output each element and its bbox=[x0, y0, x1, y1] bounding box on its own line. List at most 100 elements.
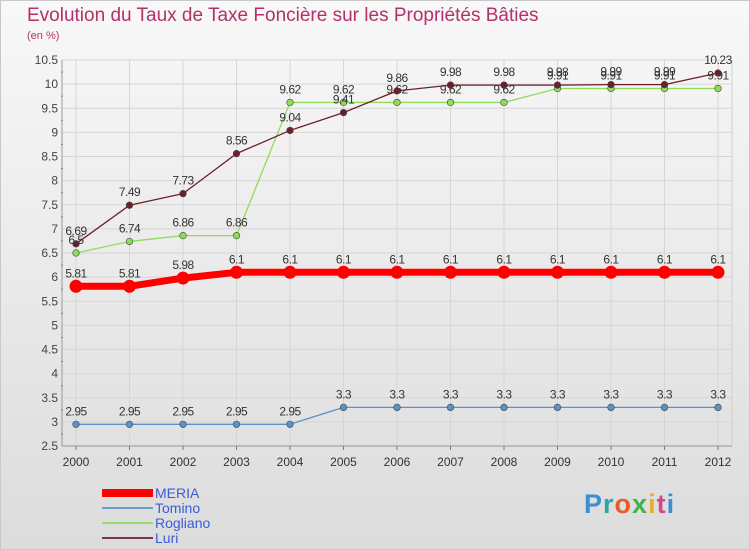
logo-letter: x bbox=[632, 489, 649, 519]
legend-label-meria: MERIA bbox=[155, 485, 200, 501]
data-label: 3.3 bbox=[550, 387, 566, 401]
data-point bbox=[286, 420, 294, 428]
data-point bbox=[339, 403, 348, 412]
data-label: 9.62 bbox=[333, 82, 355, 96]
y-tick-label: 7.5 bbox=[41, 198, 58, 212]
data-label: 2.95 bbox=[119, 404, 141, 418]
data-point bbox=[125, 237, 134, 246]
logo-letter: o bbox=[614, 489, 633, 519]
data-label: 6.86 bbox=[172, 216, 194, 230]
data-label: 9.91 bbox=[654, 68, 676, 82]
data-point bbox=[446, 98, 455, 107]
data-label: 9.62 bbox=[493, 82, 515, 96]
series-group: 2.95 2.95 2.95 2.95 2.95 3.3 3.3 3.3 3.3 3.3 3.3 3.… bbox=[65, 53, 733, 428]
data-point bbox=[123, 279, 136, 293]
data-point bbox=[393, 403, 401, 412]
logo-letter: r bbox=[603, 489, 615, 519]
x-axis: 2000 2001 2002 2003 2004 2005 2006 2007 2008 2009… bbox=[62, 445, 732, 469]
data-label: 3.3 bbox=[336, 387, 352, 401]
x-tick-label: 2001 bbox=[116, 455, 143, 469]
data-label: 3.3 bbox=[710, 387, 726, 401]
data-point bbox=[660, 81, 669, 89]
series-luri: 6.69 7.49 7.73 8.56 9.04 9.41 9.86 9.98 9.98 9.98… bbox=[65, 53, 733, 248]
data-point bbox=[497, 265, 511, 279]
x-tick-label: 2006 bbox=[384, 455, 411, 469]
data-point bbox=[230, 265, 243, 279]
y-tick-label: 9.5 bbox=[41, 101, 58, 115]
y-tick-label: 10 bbox=[45, 77, 59, 91]
y-tick-label: 5 bbox=[51, 318, 58, 332]
data-label: 2.95 bbox=[226, 404, 248, 418]
data-label: 9.98 bbox=[440, 65, 462, 79]
data-label: 6.1 bbox=[282, 252, 298, 266]
data-label: 6.1 bbox=[229, 252, 245, 266]
data-point bbox=[232, 232, 241, 240]
data-point bbox=[286, 98, 294, 107]
legend-label-rogliano: Rogliano bbox=[155, 515, 210, 531]
data-point bbox=[176, 271, 190, 285]
data-point bbox=[711, 265, 725, 279]
data-label: 3.3 bbox=[389, 387, 405, 401]
legend-label-luri: Luri bbox=[155, 530, 178, 546]
data-label: 3.3 bbox=[496, 387, 512, 401]
x-tick-label: 2007 bbox=[437, 455, 464, 469]
data-point bbox=[339, 98, 348, 107]
data-label: 5.81 bbox=[65, 266, 87, 280]
series-tomino: 2.95 2.95 2.95 2.95 2.95 3.3 3.3 3.3 3.3 3.3 3.3 3.… bbox=[65, 387, 727, 428]
data-point bbox=[446, 81, 455, 89]
data-label: 7.49 bbox=[119, 185, 141, 199]
unit-label: (en %) bbox=[27, 30, 60, 42]
data-point bbox=[179, 232, 187, 240]
data-label: 10.23 bbox=[704, 53, 732, 67]
y-tick-label: 9 bbox=[51, 125, 58, 139]
data-point bbox=[500, 81, 508, 89]
data-point bbox=[125, 420, 134, 428]
data-label: 6.74 bbox=[119, 221, 141, 235]
x-tick-label: 2003 bbox=[223, 455, 250, 469]
data-label: 7.73 bbox=[172, 174, 194, 188]
data-point bbox=[553, 403, 562, 412]
data-label: 9.98 bbox=[493, 65, 515, 79]
data-label: 6.1 bbox=[389, 252, 405, 266]
data-point bbox=[604, 265, 618, 279]
data-label: 9.41 bbox=[333, 93, 355, 107]
data-label: 9.99 bbox=[654, 65, 676, 79]
data-point bbox=[660, 403, 669, 412]
y-tick-label: 3 bbox=[51, 415, 58, 429]
x-tick-label: 2008 bbox=[491, 455, 518, 469]
data-label: 9.86 bbox=[386, 71, 408, 85]
y-tick-label: 3.5 bbox=[41, 391, 58, 405]
logo-letter: i bbox=[648, 489, 657, 519]
data-point bbox=[179, 420, 187, 428]
data-label: 3.3 bbox=[443, 387, 459, 401]
x-tick-label: 2011 bbox=[652, 455, 678, 469]
data-point bbox=[72, 240, 80, 248]
data-point bbox=[658, 265, 671, 279]
y-tick-label: 6.5 bbox=[41, 246, 58, 260]
data-point bbox=[446, 403, 455, 412]
proxiti-logo: Proxiti bbox=[584, 489, 675, 520]
data-label: 3.3 bbox=[657, 387, 673, 401]
data-label: 5.98 bbox=[172, 258, 194, 272]
x-tick-label: 2002 bbox=[170, 455, 197, 469]
data-label: 6.1 bbox=[603, 252, 619, 266]
y-tick-label: 5.5 bbox=[41, 294, 58, 308]
data-label: 6.1 bbox=[550, 252, 566, 266]
data-point bbox=[714, 69, 722, 77]
data-point bbox=[607, 81, 615, 89]
data-point bbox=[551, 265, 564, 279]
y-tick-label: 10.5 bbox=[35, 53, 59, 67]
data-label: 6.86 bbox=[226, 216, 248, 230]
data-label: 9.99 bbox=[600, 65, 622, 79]
x-tick-label: 2010 bbox=[598, 455, 625, 469]
data-point bbox=[339, 108, 348, 117]
y-tick-label: 4.5 bbox=[41, 343, 58, 357]
data-point bbox=[232, 420, 241, 428]
y-axis: 2.5 3 3.5 4 4.5 5 5.5 6 6.5 7 7.5 8 8.5 9 9.5 10 10.5 bbox=[35, 53, 63, 453]
data-point bbox=[444, 265, 457, 279]
data-point bbox=[714, 403, 722, 412]
data-point bbox=[232, 150, 241, 158]
